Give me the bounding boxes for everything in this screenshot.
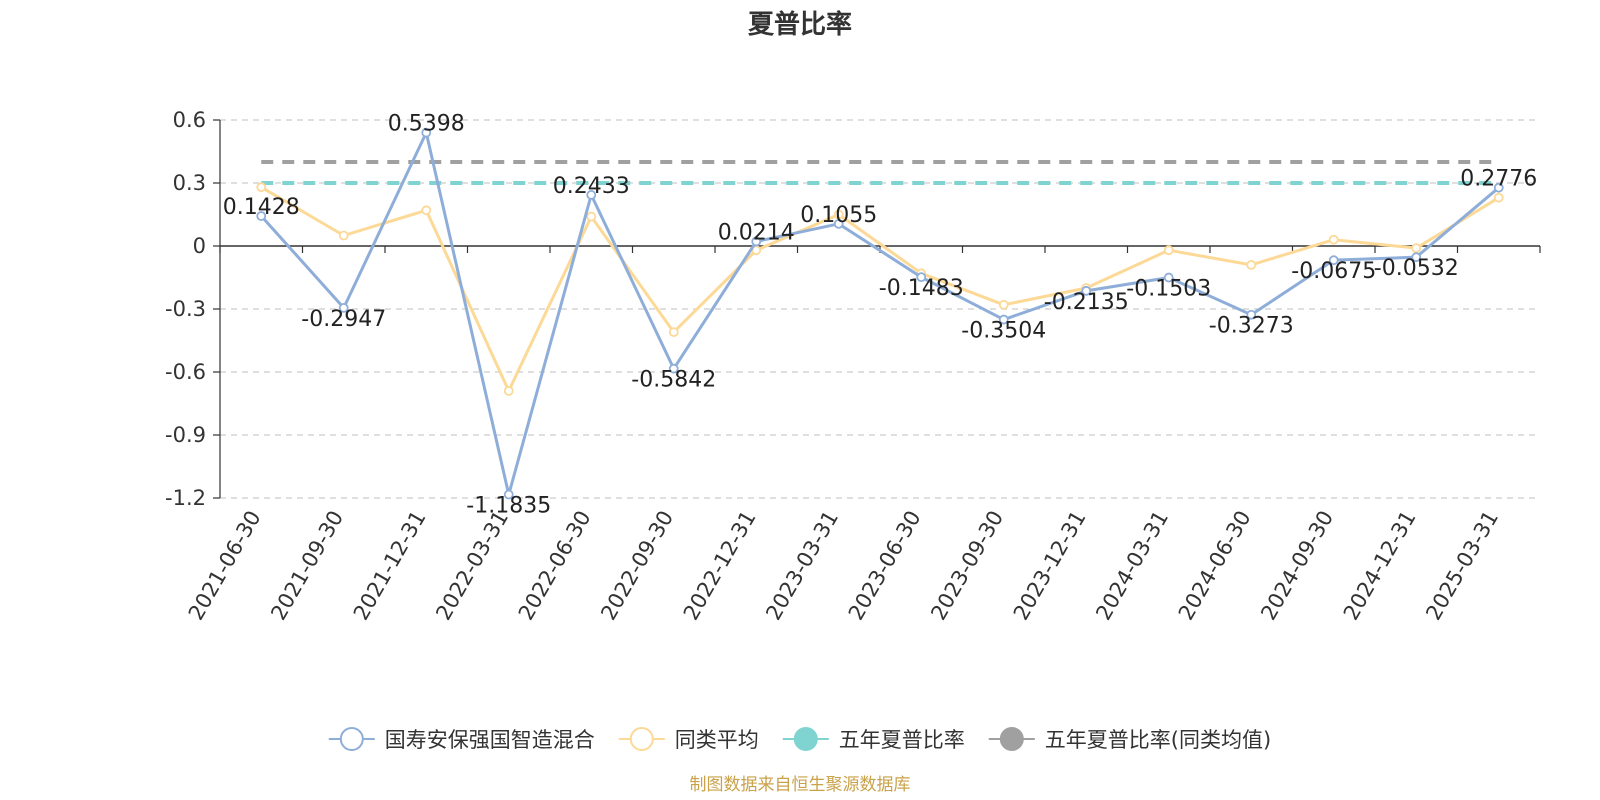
gridlines	[220, 119, 1540, 499]
data-label: -0.1503	[1126, 277, 1211, 302]
series-lines	[256, 127, 1504, 500]
data-label: -0.0532	[1374, 256, 1459, 281]
data-point	[1493, 182, 1504, 193]
data-point	[668, 363, 679, 374]
data-point	[1328, 255, 1339, 266]
data-point	[1163, 245, 1174, 256]
x-tick-label: 2024-03-31	[1091, 507, 1173, 625]
legend-marker	[793, 727, 818, 751]
data-point	[503, 489, 514, 500]
reference-lines	[261, 160, 1499, 185]
data-point	[1328, 234, 1339, 245]
x-tick-label: 2021-06-30	[184, 507, 266, 625]
y-tick-label: -0.9	[165, 423, 206, 447]
y-tick-label: -0.3	[165, 297, 206, 321]
data-point	[1246, 309, 1257, 320]
data-point	[668, 327, 679, 338]
x-tick-label: 2022-03-31	[431, 507, 513, 625]
data-point	[916, 272, 927, 283]
x-tick-label: 2022-06-30	[514, 507, 596, 625]
data-point	[998, 299, 1009, 310]
data-point	[1081, 285, 1092, 296]
data-point	[833, 209, 844, 220]
data-point	[338, 302, 349, 313]
data-label: 0.2433	[553, 174, 630, 199]
legend: 国寿安保强国智造混合 同类平均 五年夏普比率 五年夏普比率(同类均值)	[328, 727, 1271, 752]
data-point	[1411, 243, 1422, 254]
data-point	[998, 314, 1009, 325]
y-tick-label: -1.2	[165, 486, 206, 510]
chart-title: 夏普比率	[748, 9, 852, 40]
y-tick-label: 0	[193, 234, 206, 258]
x-tick-label: 2025-03-31	[1421, 507, 1503, 625]
data-label: -0.2947	[301, 307, 386, 332]
data-label: -0.3504	[961, 319, 1046, 344]
legend-label: 五年夏普比率	[839, 728, 965, 752]
legend-label: 同类平均	[675, 728, 759, 752]
data-label: 0.1428	[223, 195, 300, 220]
data-point	[1411, 252, 1422, 263]
x-tick-label: 2024-06-30	[1174, 507, 1256, 625]
x-tick-label: 2024-09-30	[1256, 507, 1338, 625]
data-point	[586, 211, 597, 222]
source-note: 制图数据来自恒生聚源数据库	[690, 775, 911, 795]
data-label: 0.5398	[388, 112, 465, 137]
legend-items: 国寿安保强国智造混合 同类平均 五年夏普比率 五年夏普比率(同类均值)	[328, 727, 1271, 752]
series-line	[260, 185, 1500, 393]
data-label: -0.1483	[879, 276, 964, 301]
legend-item: 五年夏普比率(同类均值)	[988, 727, 1271, 752]
data-label: 0.1055	[800, 203, 877, 228]
data-point	[256, 182, 267, 193]
x-tick-label: 2023-09-30	[926, 507, 1008, 625]
data-label: -1.1835	[466, 494, 551, 519]
x-tick-label: 2022-09-30	[596, 507, 678, 625]
series-line	[260, 131, 1500, 497]
data-point	[1163, 272, 1174, 283]
x-tick-label: 2021-09-30	[266, 507, 348, 625]
legend-marker	[999, 727, 1024, 751]
data-point	[421, 127, 432, 138]
data-label: 0.0214	[718, 221, 795, 246]
x-tick-label: 2024-12-31	[1339, 507, 1421, 625]
data-point	[421, 205, 432, 216]
data-point	[256, 211, 267, 221]
data-label: 0.2776	[1460, 167, 1537, 192]
x-tick-label: 2023-03-31	[761, 507, 843, 625]
data-point	[503, 385, 514, 396]
data-label: -0.0675	[1291, 259, 1376, 284]
data-point	[833, 218, 844, 229]
data-point	[586, 190, 597, 200]
data-point	[338, 230, 349, 241]
legend-label: 五年夏普比率(同类均值)	[1045, 728, 1271, 752]
legend-marker	[339, 727, 364, 751]
data-labels: 0.1428 -0.2947 0.5398 -1.1835 0.2433 -0.5842 0…	[223, 112, 1537, 519]
data-label: -0.2135	[1044, 290, 1129, 315]
legend-marker	[629, 727, 654, 751]
y-tick-label: 0.3	[173, 171, 206, 195]
data-point	[1493, 192, 1504, 203]
x-tick-label: 2021-12-31	[349, 507, 431, 625]
data-label: -0.3273	[1209, 314, 1294, 339]
data-point	[751, 236, 762, 247]
legend-label: 国寿安保强国智造混合	[385, 728, 595, 752]
y-tick-label: -0.6	[165, 360, 206, 384]
legend-item: 五年夏普比率	[782, 727, 965, 752]
x-tick-label: 2023-06-30	[844, 507, 926, 625]
legend-item: 国寿安保强国智造混合	[328, 727, 595, 752]
y-tick-label: 0.6	[173, 108, 206, 132]
data-label: -0.5842	[631, 368, 716, 393]
x-tick-label: 2022-12-31	[679, 507, 761, 625]
legend-item: 同类平均	[618, 727, 759, 752]
x-tick-label: 2023-12-31	[1009, 507, 1091, 625]
data-point	[1246, 259, 1257, 270]
